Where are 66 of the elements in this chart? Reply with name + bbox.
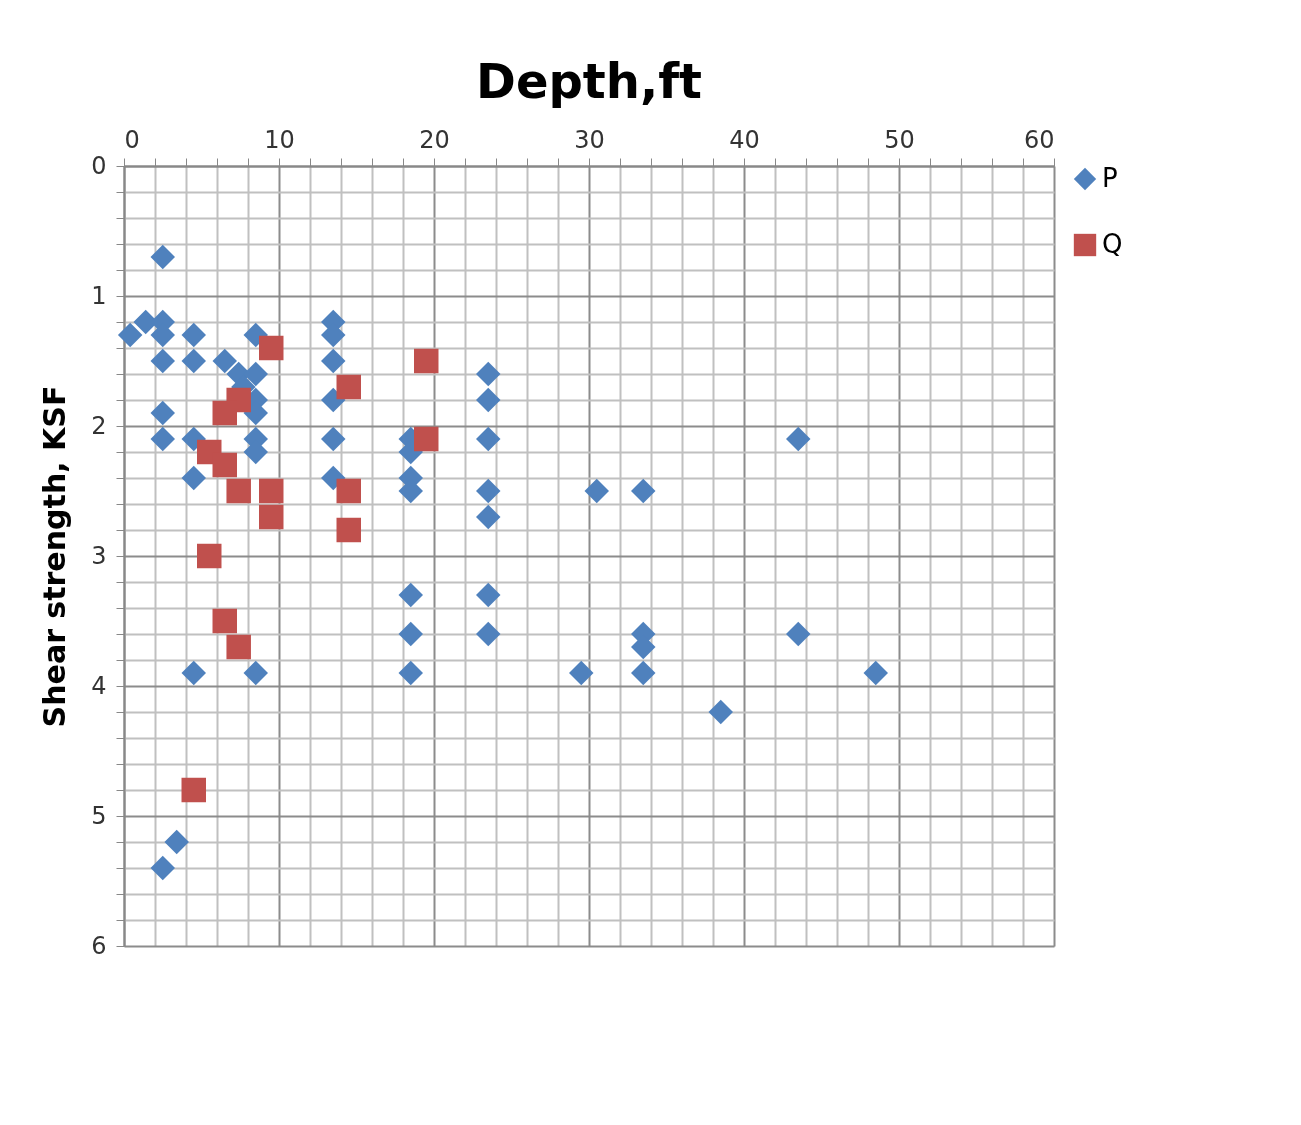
point — [212, 608, 237, 634]
point — [786, 426, 811, 452]
point — [336, 374, 361, 400]
point — [631, 660, 656, 686]
point — [336, 517, 361, 543]
x-tick-label: 0 — [124, 125, 140, 154]
point — [786, 621, 811, 647]
x-tick-label: 10 — [264, 125, 295, 154]
x-tick-label: 50 — [884, 125, 915, 154]
point — [321, 426, 346, 452]
point — [476, 361, 501, 387]
point — [181, 465, 206, 491]
x-tick-label: 60 — [1023, 125, 1055, 154]
point — [212, 348, 237, 374]
point — [414, 348, 439, 374]
point — [181, 348, 206, 374]
y-tick-label: 2 — [91, 411, 107, 440]
point — [398, 660, 423, 686]
point — [150, 244, 175, 270]
point — [226, 478, 251, 504]
x-tick-label: 40 — [729, 125, 760, 154]
point — [476, 426, 501, 452]
y-tick-label: 5 — [91, 801, 107, 830]
point — [197, 543, 222, 569]
point — [476, 478, 501, 504]
point — [181, 660, 206, 686]
point — [476, 621, 501, 647]
point — [414, 426, 439, 452]
point — [708, 699, 733, 725]
x-tick-label: 30 — [574, 125, 605, 154]
point — [212, 452, 237, 478]
point — [259, 504, 284, 530]
point — [150, 348, 175, 374]
y-axis-title: Shear strength, KSF — [37, 385, 73, 728]
point — [631, 478, 656, 504]
point — [569, 660, 594, 686]
point — [476, 387, 501, 413]
point — [398, 582, 423, 608]
chart-title: Depth,ft — [476, 53, 702, 109]
point — [584, 478, 609, 504]
point — [476, 582, 501, 608]
point — [150, 400, 175, 426]
point — [150, 855, 175, 881]
point — [398, 621, 423, 647]
point — [863, 660, 888, 686]
point — [181, 777, 206, 803]
point — [150, 426, 175, 452]
point — [259, 478, 284, 504]
point — [164, 829, 189, 855]
legend-label: P — [1102, 163, 1118, 193]
x-tick-label: 20 — [419, 125, 450, 154]
y-tick-label: 0 — [91, 151, 107, 180]
point — [181, 322, 206, 348]
point — [476, 504, 501, 530]
point — [243, 660, 268, 686]
point — [336, 478, 361, 504]
point — [259, 335, 284, 361]
y-tick-label: 1 — [91, 281, 107, 310]
point — [321, 348, 346, 374]
y-tick-label: 4 — [91, 671, 107, 700]
y-tick-label: 3 — [91, 541, 107, 570]
y-tick-label: 6 — [91, 931, 107, 960]
point — [226, 634, 251, 660]
point — [117, 322, 143, 348]
point — [212, 400, 237, 426]
legend-label: Q — [1102, 229, 1123, 259]
